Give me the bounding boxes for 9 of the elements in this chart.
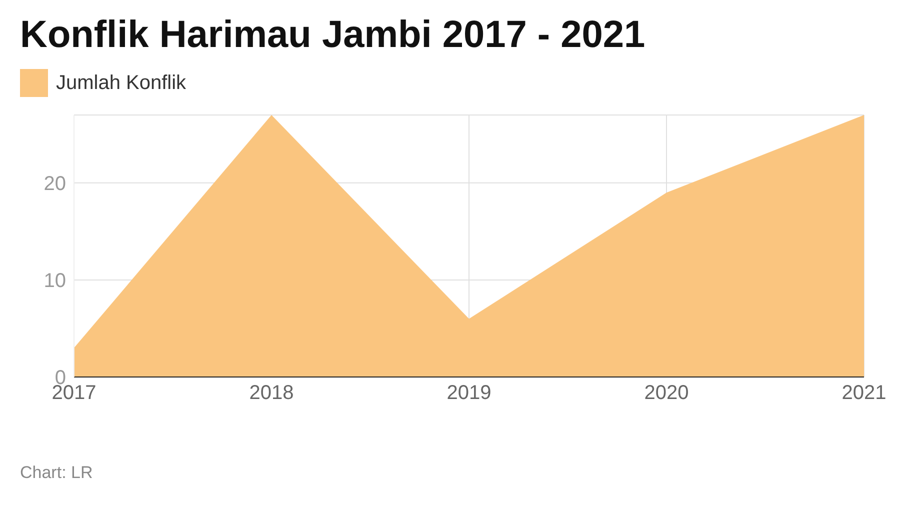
x-tick-label: 2020 <box>644 382 689 404</box>
x-tick-label: 2021 <box>842 382 886 404</box>
y-tick-label: 10 <box>44 270 66 292</box>
y-tick-label: 20 <box>44 173 66 196</box>
x-tick-label: 2019 <box>446 382 492 404</box>
text: Chart: LR <box>20 463 94 483</box>
chart-title: Konflik Harimau Jambi 2017 - 2021 <box>20 14 646 57</box>
legend-label: Jumlah Konflik <box>56 72 186 94</box>
x-tick-label: 2018 <box>249 382 294 404</box>
